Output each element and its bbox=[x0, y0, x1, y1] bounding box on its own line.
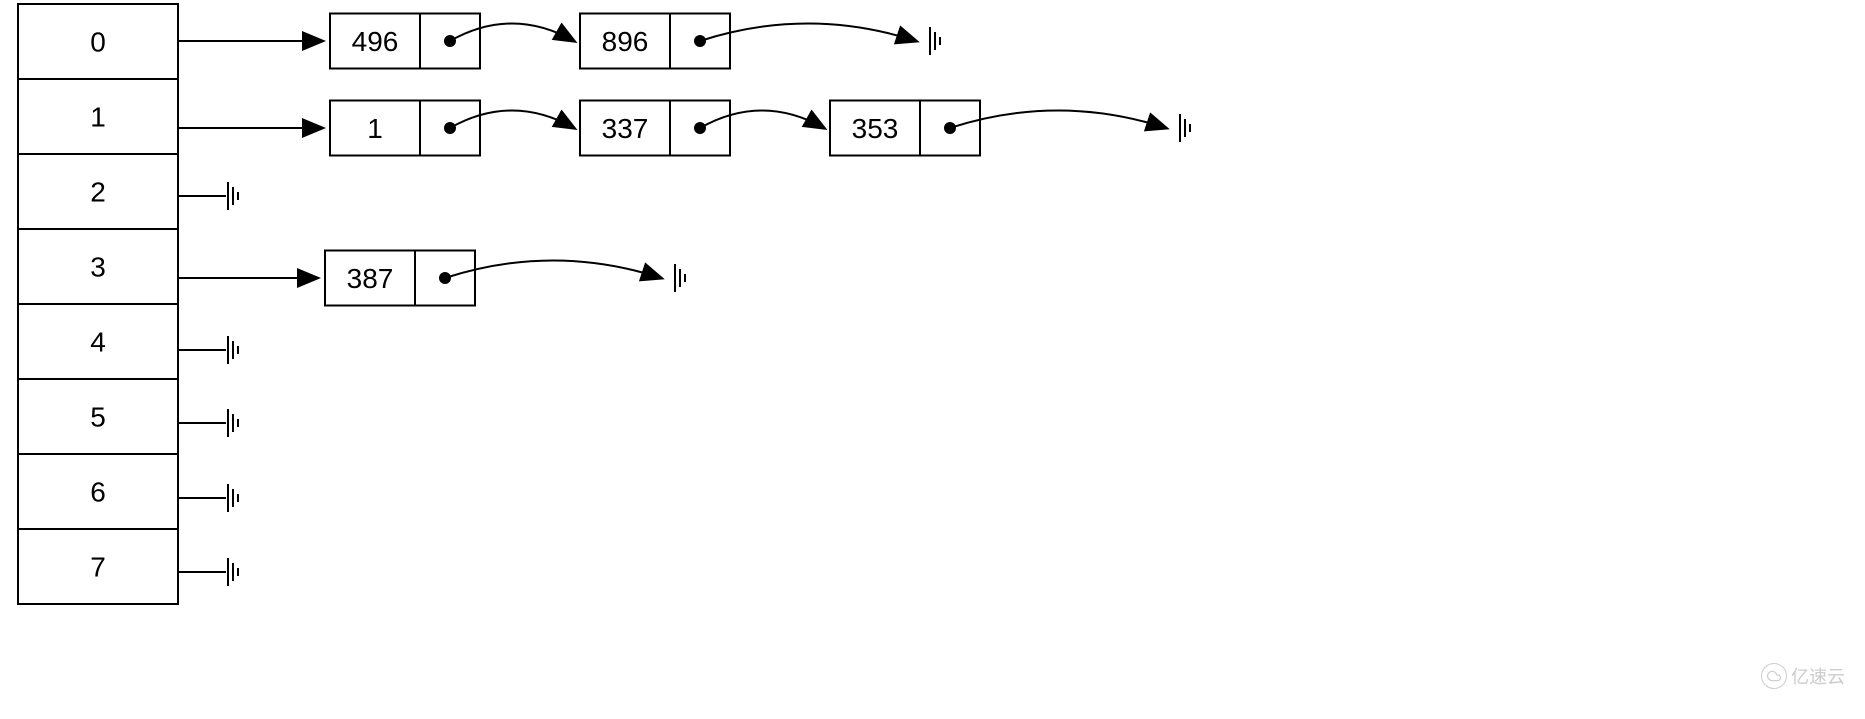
hash-table-diagram: 0 1 2 3 4 5 6 7 496 896 1 337 353 387 bbox=[0, 0, 1865, 719]
node-value: 387 bbox=[347, 263, 394, 294]
pointer-arrow bbox=[700, 111, 824, 129]
watermark: 亿速云 bbox=[1761, 663, 1845, 689]
pointer-arrow bbox=[450, 24, 574, 42]
pointer-dot bbox=[444, 122, 456, 134]
bucket-index: 7 bbox=[90, 552, 106, 583]
node-value: 496 bbox=[352, 26, 399, 57]
pointer-arrow bbox=[450, 111, 574, 129]
bucket-index: 3 bbox=[90, 252, 106, 283]
bucket-index: 1 bbox=[90, 102, 106, 133]
bucket-index: 0 bbox=[90, 27, 106, 58]
pointer-arrow bbox=[445, 261, 661, 279]
node-value: 353 bbox=[852, 113, 899, 144]
node-value: 1 bbox=[367, 113, 383, 144]
bucket-index: 6 bbox=[90, 477, 106, 508]
bucket-index: 5 bbox=[90, 402, 106, 433]
node-value: 337 bbox=[602, 113, 649, 144]
cloud-icon bbox=[1761, 663, 1787, 689]
bucket-index: 2 bbox=[90, 177, 106, 208]
bucket-index: 4 bbox=[90, 327, 106, 358]
pointer-arrow bbox=[700, 24, 916, 42]
pointer-arrow bbox=[950, 111, 1166, 129]
node-value: 896 bbox=[602, 26, 649, 57]
pointer-dot bbox=[694, 122, 706, 134]
watermark-text: 亿速云 bbox=[1791, 663, 1845, 689]
